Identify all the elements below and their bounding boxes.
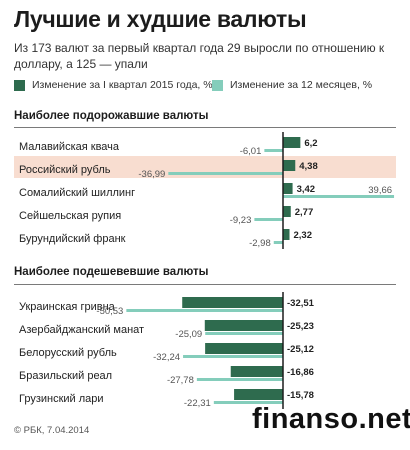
data-label-m12: -25,09 — [175, 329, 202, 340]
data-label-q1: -16,86 — [287, 367, 314, 378]
bar-q1 — [205, 343, 283, 354]
data-label-m12: -27,78 — [167, 375, 194, 386]
category-label: Сомалийский шиллинг — [19, 187, 135, 199]
data-label-m12: -2,98 — [249, 238, 271, 249]
category-label: Малавийская квача — [19, 141, 120, 153]
category-label: Азербайджанский манат — [19, 324, 144, 336]
legend-label-m12: Изменение за 12 месяцев, % — [230, 79, 373, 91]
bar-m12 — [213, 401, 283, 404]
data-label-q1: 4,38 — [299, 161, 318, 172]
data-label-q1: 2,77 — [295, 207, 314, 218]
bar-m12 — [168, 172, 283, 175]
bar-q1 — [234, 389, 283, 400]
bar-m12 — [183, 355, 283, 358]
data-label-m12: -9,23 — [230, 215, 252, 226]
data-label-q1: -25,23 — [287, 321, 314, 332]
chart-legend: Изменение за I квартал 2015 года, % Изме… — [14, 79, 404, 95]
category-label: Грузинский лари — [19, 393, 104, 405]
data-label-m12: -22,31 — [184, 398, 211, 409]
footer-credit: © РБК, 7.04.2014 — [14, 425, 90, 436]
data-label-m12: -32,24 — [153, 352, 180, 363]
bar-chart: Малавийская квача 6,2 -6,01 Российский рубл… — [14, 132, 396, 409]
data-label-q1: 2,32 — [293, 230, 312, 241]
data-label-m12: -6,01 — [240, 146, 262, 157]
bar-q1 — [182, 297, 283, 308]
bar-q1 — [283, 229, 290, 240]
data-label-q1: -25,12 — [287, 344, 314, 355]
bar-m12 — [264, 149, 283, 152]
category-label: Белорусский рубль — [19, 347, 117, 359]
legend-item-m12: Изменение за 12 месяцев, % — [212, 79, 372, 91]
data-label-q1: 6,2 — [304, 138, 317, 149]
section-divider-gainers — [14, 127, 396, 128]
bar-m12 — [273, 241, 283, 244]
category-label: Российский рубль — [19, 164, 111, 176]
legend-swatch-q1 — [14, 79, 25, 91]
category-label: Сейшельская рупия — [19, 210, 121, 222]
category-label: Бурундийский франк — [19, 233, 126, 245]
bar-q1 — [283, 183, 293, 194]
legend-swatch-m12 — [212, 79, 223, 91]
section-title-losers: Наиболее подешевевшие валюты — [14, 266, 209, 278]
page-title: Лучшие и худшие валюты — [14, 6, 307, 32]
bar-m12 — [126, 309, 284, 312]
data-label-q1: 3,42 — [297, 184, 316, 195]
data-label-q1: -32,51 — [287, 298, 315, 309]
legend-item-q1: Изменение за I квартал 2015 года, % — [14, 79, 213, 91]
legend-label-q1: Изменение за I квартал 2015 года, % — [32, 79, 213, 91]
section-title-gainers: Наиболее подорожавшие валюты — [14, 110, 209, 122]
category-label: Бразильский реал — [19, 370, 112, 382]
category-label: Украинская гривна — [19, 301, 116, 313]
highlight-band — [14, 156, 396, 178]
watermark-logo: finanso.net — [252, 403, 410, 435]
bar-m12 — [254, 218, 283, 221]
data-label-m12: -50,53 — [96, 306, 123, 317]
bar-q1 — [283, 206, 291, 217]
bar-m12 — [196, 378, 283, 381]
data-label-m12: 39,66 — [368, 185, 392, 196]
bar-q1 — [230, 366, 283, 377]
page-subtitle: Из 173 валют за первый квартал года 29 в… — [14, 41, 385, 71]
bar-q1 — [283, 160, 296, 171]
bar-m12 — [205, 332, 283, 335]
bar-q1 — [204, 320, 283, 331]
bar-q1 — [283, 137, 301, 148]
data-label-q1: -15,78 — [287, 390, 314, 401]
data-label-m12: -36,99 — [138, 169, 165, 180]
section-divider-losers — [14, 284, 396, 285]
bar-m12 — [283, 195, 395, 198]
